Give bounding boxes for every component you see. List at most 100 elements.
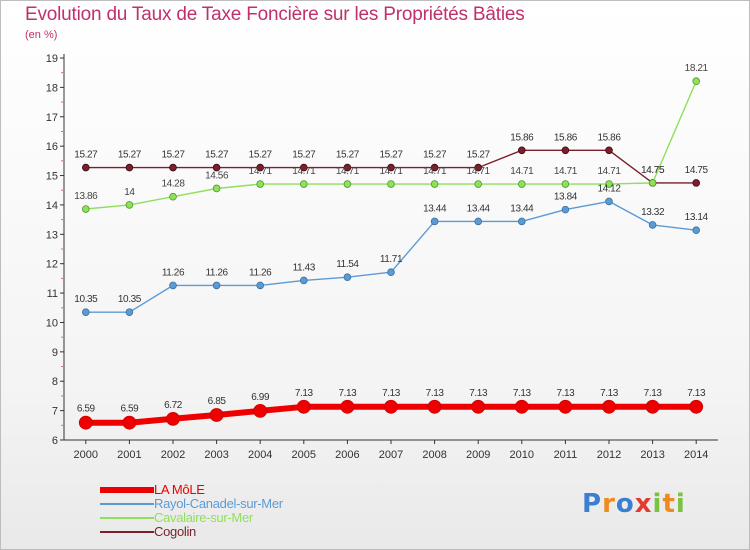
data-label-cogolin: 15.86 <box>510 132 534 143</box>
data-label-cogolin: 14.75 <box>685 165 709 176</box>
data-point-cavalaire-sur-mer <box>125 201 134 209</box>
proxiti-logo: Proxiti <box>582 489 686 519</box>
data-label-la-m-le: 7.13 <box>426 388 445 399</box>
data-point-cavalaire-sur-mer <box>605 180 613 188</box>
data-point-rayol-canadel-sur-mer <box>125 308 134 316</box>
data-label-cavalaire-sur-mer: 14.71 <box>292 166 316 177</box>
data-label-rayol-canadel-sur-mer: 10.35 <box>118 294 142 305</box>
data-point-cogolin <box>343 163 352 172</box>
data-point-cogolin <box>299 163 308 172</box>
data-point-rayol-canadel-sur-mer <box>561 205 570 214</box>
legend-label: Cogolin <box>154 524 196 539</box>
x-tick-label: 2011 <box>554 449 578 461</box>
data-point-cogolin <box>474 163 483 172</box>
x-tick-label: 2004 <box>248 449 272 461</box>
data-label-rayol-canadel-sur-mer: 13.84 <box>554 192 578 203</box>
data-label-cogolin: 15.27 <box>161 150 185 161</box>
data-point-la-m-le <box>471 399 486 414</box>
data-label-rayol-canadel-sur-mer: 11.26 <box>205 267 228 278</box>
data-point-rayol-canadel-sur-mer <box>169 281 177 290</box>
data-point-cogolin <box>692 179 700 187</box>
x-tick-label: 2010 <box>510 449 534 461</box>
data-point-cavalaire-sur-mer <box>82 205 90 213</box>
data-point-la-m-le <box>78 415 93 430</box>
data-point-rayol-canadel-sur-mer <box>212 281 221 290</box>
data-point-cavalaire-sur-mer <box>561 180 570 188</box>
data-point-rayol-canadel-sur-mer <box>387 268 395 277</box>
logo-letter: o <box>615 489 635 519</box>
data-point-cogolin <box>125 163 134 172</box>
legend-label: Rayol-Canadel-sur-Mer <box>154 496 283 511</box>
data-label-la-m-le: 6.59 <box>120 404 139 415</box>
data-point-cavalaire-sur-mer <box>299 180 308 188</box>
legend-label: LA MôLE <box>154 482 205 497</box>
y-tick-label: 19 <box>46 53 58 65</box>
y-tick-label: 15 <box>46 171 58 183</box>
data-point-rayol-canadel-sur-mer <box>474 217 483 226</box>
x-tick-label: 2013 <box>640 449 664 461</box>
data-label-la-m-le: 7.13 <box>295 388 314 399</box>
y-tick-label: 18 <box>46 82 58 94</box>
data-label-rayol-canadel-sur-mer: 11.26 <box>249 267 272 278</box>
data-label-rayol-canadel-sur-mer: 14.12 <box>597 183 621 194</box>
logo-letter: P <box>582 489 603 519</box>
data-point-la-m-le <box>296 399 311 414</box>
y-tick-label: 9 <box>52 347 58 359</box>
data-label-la-m-le: 7.13 <box>338 388 357 399</box>
logo-letter: i <box>675 489 686 519</box>
logo-letter: x <box>634 489 653 519</box>
data-label-la-m-le: 7.13 <box>644 388 663 399</box>
data-label-cavalaire-sur-mer: 14.71 <box>467 166 491 177</box>
data-point-cogolin <box>82 163 90 172</box>
legend-swatch <box>100 517 154 519</box>
x-tick-label: 2000 <box>74 449 98 461</box>
data-point-rayol-canadel-sur-mer <box>256 281 265 290</box>
data-point-cavalaire-sur-mer <box>169 192 177 201</box>
data-point-rayol-canadel-sur-mer <box>648 221 657 229</box>
logo-letter: t <box>662 489 676 519</box>
legend-swatch <box>100 487 154 493</box>
data-label-cogolin: 15.27 <box>205 150 229 161</box>
data-label-rayol-canadel-sur-mer: 13.44 <box>467 203 491 214</box>
data-point-la-m-le <box>689 399 704 414</box>
y-tick-label: 10 <box>46 317 58 329</box>
y-tick-label: 11 <box>47 288 58 300</box>
data-point-cavalaire-sur-mer <box>692 77 700 86</box>
data-label-cavalaire-sur-mer: 14.28 <box>161 179 185 190</box>
data-label-rayol-canadel-sur-mer: 13.44 <box>510 203 534 214</box>
data-label-cavalaire-sur-mer: 14.71 <box>510 166 534 177</box>
data-label-cogolin: 15.27 <box>336 150 360 161</box>
y-tick-label: 12 <box>46 259 58 271</box>
logo-letter: r <box>602 489 616 519</box>
data-point-cavalaire-sur-mer <box>430 180 439 188</box>
data-point-cogolin <box>387 163 395 172</box>
data-label-cavalaire-sur-mer: 13.86 <box>74 191 98 202</box>
data-label-cavalaire-sur-mer: 14.71 <box>249 166 273 177</box>
data-label-rayol-canadel-sur-mer: 11.26 <box>162 267 185 278</box>
y-tick-label: 7 <box>52 406 58 418</box>
data-label-cogolin: 15.86 <box>554 132 578 143</box>
data-label-cavalaire-sur-mer: 14.71 <box>336 166 360 177</box>
data-label-la-m-le: 6.59 <box>77 404 96 415</box>
x-tick-label: 2006 <box>335 449 359 461</box>
data-label-la-m-le: 6.99 <box>251 392 270 403</box>
data-point-la-m-le <box>122 415 137 430</box>
data-label-cavalaire-sur-mer: 14.56 <box>205 170 229 181</box>
legend-swatch <box>100 503 154 505</box>
data-label-cogolin: 15.27 <box>249 150 273 161</box>
y-tick-label: 8 <box>52 376 58 388</box>
data-label-la-m-le: 6.72 <box>164 400 183 411</box>
data-label-rayol-canadel-sur-mer: 11.54 <box>336 259 359 270</box>
data-point-la-m-le <box>645 399 660 414</box>
data-label-rayol-canadel-sur-mer: 13.44 <box>423 203 447 214</box>
data-point-rayol-canadel-sur-mer <box>605 197 613 206</box>
data-label-cogolin: 14.75 <box>641 165 665 176</box>
data-point-rayol-canadel-sur-mer <box>299 276 308 285</box>
data-label-cogolin: 15.27 <box>74 150 98 161</box>
data-point-rayol-canadel-sur-mer <box>517 217 526 226</box>
y-tick-label: 17 <box>46 112 58 124</box>
data-label-cogolin: 15.27 <box>467 150 491 161</box>
data-point-la-m-le <box>253 404 268 418</box>
chart-subtitle: (en %) <box>25 29 58 41</box>
